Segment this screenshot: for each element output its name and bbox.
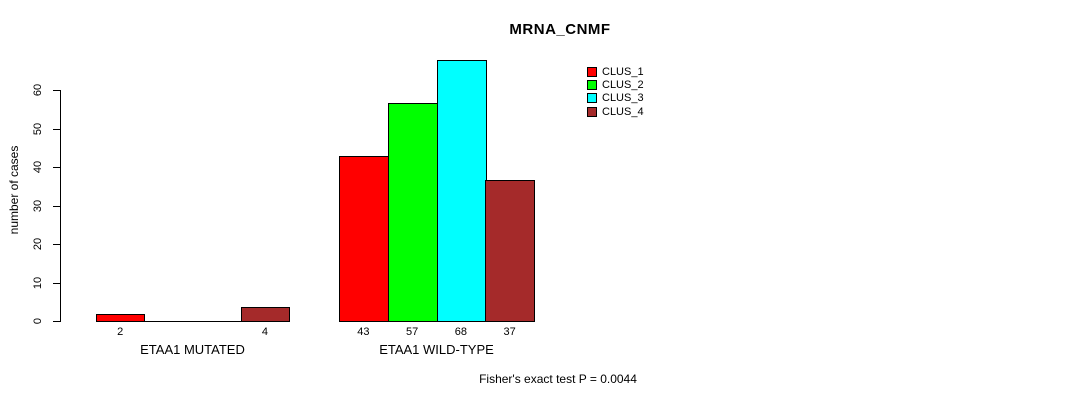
y-axis-tick (53, 282, 60, 284)
y-axis-tick-label: 60 (32, 83, 44, 97)
bar-value-label: 43 (357, 326, 370, 338)
y-axis-tick-label: 20 (32, 237, 44, 251)
y-axis-line (60, 90, 61, 322)
bar-value-label: 37 (503, 326, 516, 338)
y-axis-tick-label: 10 (32, 276, 44, 289)
y-axis-tick (53, 244, 60, 245)
y-axis-tick-label: 30 (32, 199, 44, 212)
y-axis-tick-label: 40 (32, 160, 44, 174)
bar-zero-line (144, 321, 193, 322)
bar (96, 314, 145, 322)
y-axis-tick (53, 90, 60, 91)
legend-swatch-icon (587, 106, 597, 117)
bar (339, 156, 389, 322)
legend-item: CLUS_3 (587, 92, 644, 104)
y-axis-tick (53, 128, 60, 130)
bar-value-label: 57 (406, 326, 419, 338)
legend-swatch-icon (587, 93, 597, 104)
y-axis-tick (53, 167, 60, 168)
bar (485, 180, 535, 322)
legend-swatch-icon (587, 67, 597, 77)
y-axis-tick-label: 50 (32, 122, 44, 135)
y-axis-tick (53, 205, 60, 207)
chart-title: MRNA_CNMF (509, 21, 611, 38)
y-axis-tick (53, 321, 60, 322)
bar-value-label: 68 (454, 326, 467, 338)
legend-item: CLUS_2 (587, 79, 644, 91)
legend-item: CLUS_1 (587, 66, 644, 78)
bar-value-label: 2 (117, 326, 124, 338)
legend-label: CLUS_2 (602, 79, 644, 92)
legend-item: CLUS_4 (587, 106, 644, 118)
legend-label: CLUS_1 (602, 66, 644, 78)
x-category-label: ETAA1 WILD-TYPE (379, 342, 494, 357)
stats-annotation: Fisher's exact test P = 0.0044 (479, 372, 637, 386)
x-category-label: ETAA1 MUTATED (140, 342, 245, 357)
legend-label: CLUS_4 (602, 105, 644, 118)
legend-label: CLUS_3 (602, 92, 644, 105)
bar (388, 103, 438, 322)
bar-zero-line (193, 321, 242, 322)
bar-value-label: 4 (261, 326, 268, 338)
bar (437, 60, 487, 322)
legend-swatch-icon (587, 80, 597, 91)
y-axis-tick-label: 0 (32, 317, 44, 325)
bar (241, 307, 290, 322)
